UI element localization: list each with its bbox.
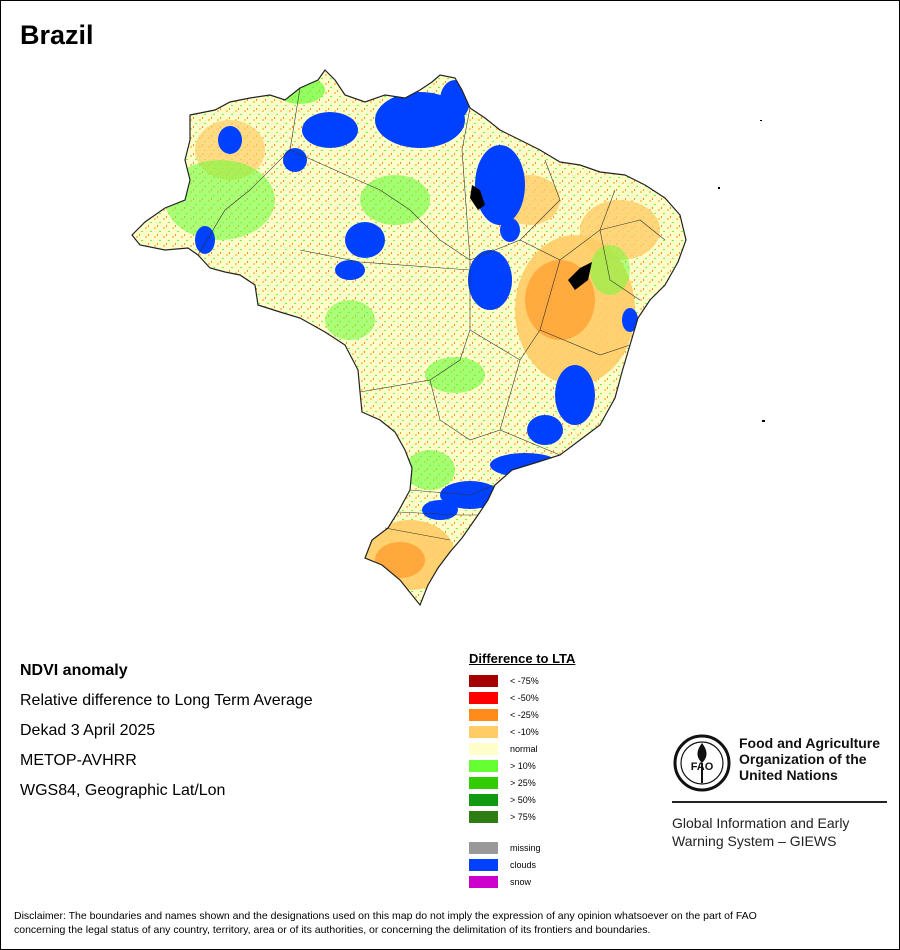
legend-label: < -25% [510,709,539,720]
legend-title: Difference to LTA [469,651,576,666]
fao-logo-text: FAO [691,761,714,773]
fao-name-line-2: Organization of the [739,751,867,767]
legend-item: missing [469,839,575,856]
legend: Difference to LTA < -75% < -50% < -25% < -1… [469,651,575,890]
legend-label: < -50% [510,692,539,703]
legend-swatch [469,776,498,789]
legend-label: normal [510,743,538,754]
giews-line-2: Warning System – GIEWS [672,833,837,849]
brazil-ndvi-map [131,69,765,607]
legend-swatch [469,708,498,721]
legend-label: > 75% [510,811,536,822]
info-line-3: METOP-AVHRR [20,752,137,769]
legend-label: clouds [510,859,537,870]
legend-label: > 10% [510,760,536,771]
legend-label: snow [510,876,532,887]
fao-name-line-3: United Nations [739,767,838,783]
legend-item: < -10% [469,723,575,740]
legend-swatch [469,725,498,738]
legend-items: < -75% < -50% < -25% < -10% normal > 10% > 25%… [469,672,575,825]
info-line-1: Relative difference to Long Term Average [20,692,313,709]
legend-item: < -75% [469,672,575,689]
fao-divider [672,801,887,803]
legend-item: clouds [469,856,575,873]
legend-swatch [469,810,498,823]
legend-item: > 50% [469,791,575,808]
legend-label: > 50% [510,794,536,805]
legend-swatch [469,793,498,806]
legend-item: > 10% [469,757,575,774]
fao-name-line-1: Food and Agriculture [739,735,881,751]
info-line-4: WGS84, Geographic Lat/Lon [20,782,226,799]
fao-name: Food and Agriculture Organization of the… [739,735,880,783]
legend-swatch [469,858,498,871]
legend-swatch [469,674,498,687]
giews-line-1: Global Information and Early [672,815,850,831]
disclaimer-line-2: concerning the legal status of any count… [14,924,651,936]
legend-extra-items: missing clouds snow [469,839,575,890]
legend-swatch [469,875,498,888]
legend-label: > 25% [510,777,536,788]
legend-item: > 25% [469,774,575,791]
legend-item: < -50% [469,689,575,706]
legend-label: < -10% [510,726,539,737]
fao-logo-icon: FAO [673,734,731,792]
disclaimer: Disclaimer: The boundaries and names sho… [14,909,884,937]
info-line-2: Dekad 3 April 2025 [20,722,156,739]
legend-label: missing [510,842,541,853]
legend-swatch [469,742,498,755]
info-heading: NDVI anomaly [20,662,128,679]
legend-item: snow [469,873,575,890]
legend-item: normal [469,740,575,757]
giews-name: Global Information and Early Warning Sys… [672,814,849,850]
legend-swatch [469,691,498,704]
map-info: NDVI anomaly Relative difference to Long… [20,656,313,806]
legend-label: < -75% [510,675,539,686]
legend-swatch [469,841,498,854]
disclaimer-line-1: Disclaimer: The boundaries and names sho… [14,910,757,922]
legend-item: > 75% [469,808,575,825]
legend-swatch [469,759,498,772]
legend-item: < -25% [469,706,575,723]
map-title: Brazil [20,20,94,50]
